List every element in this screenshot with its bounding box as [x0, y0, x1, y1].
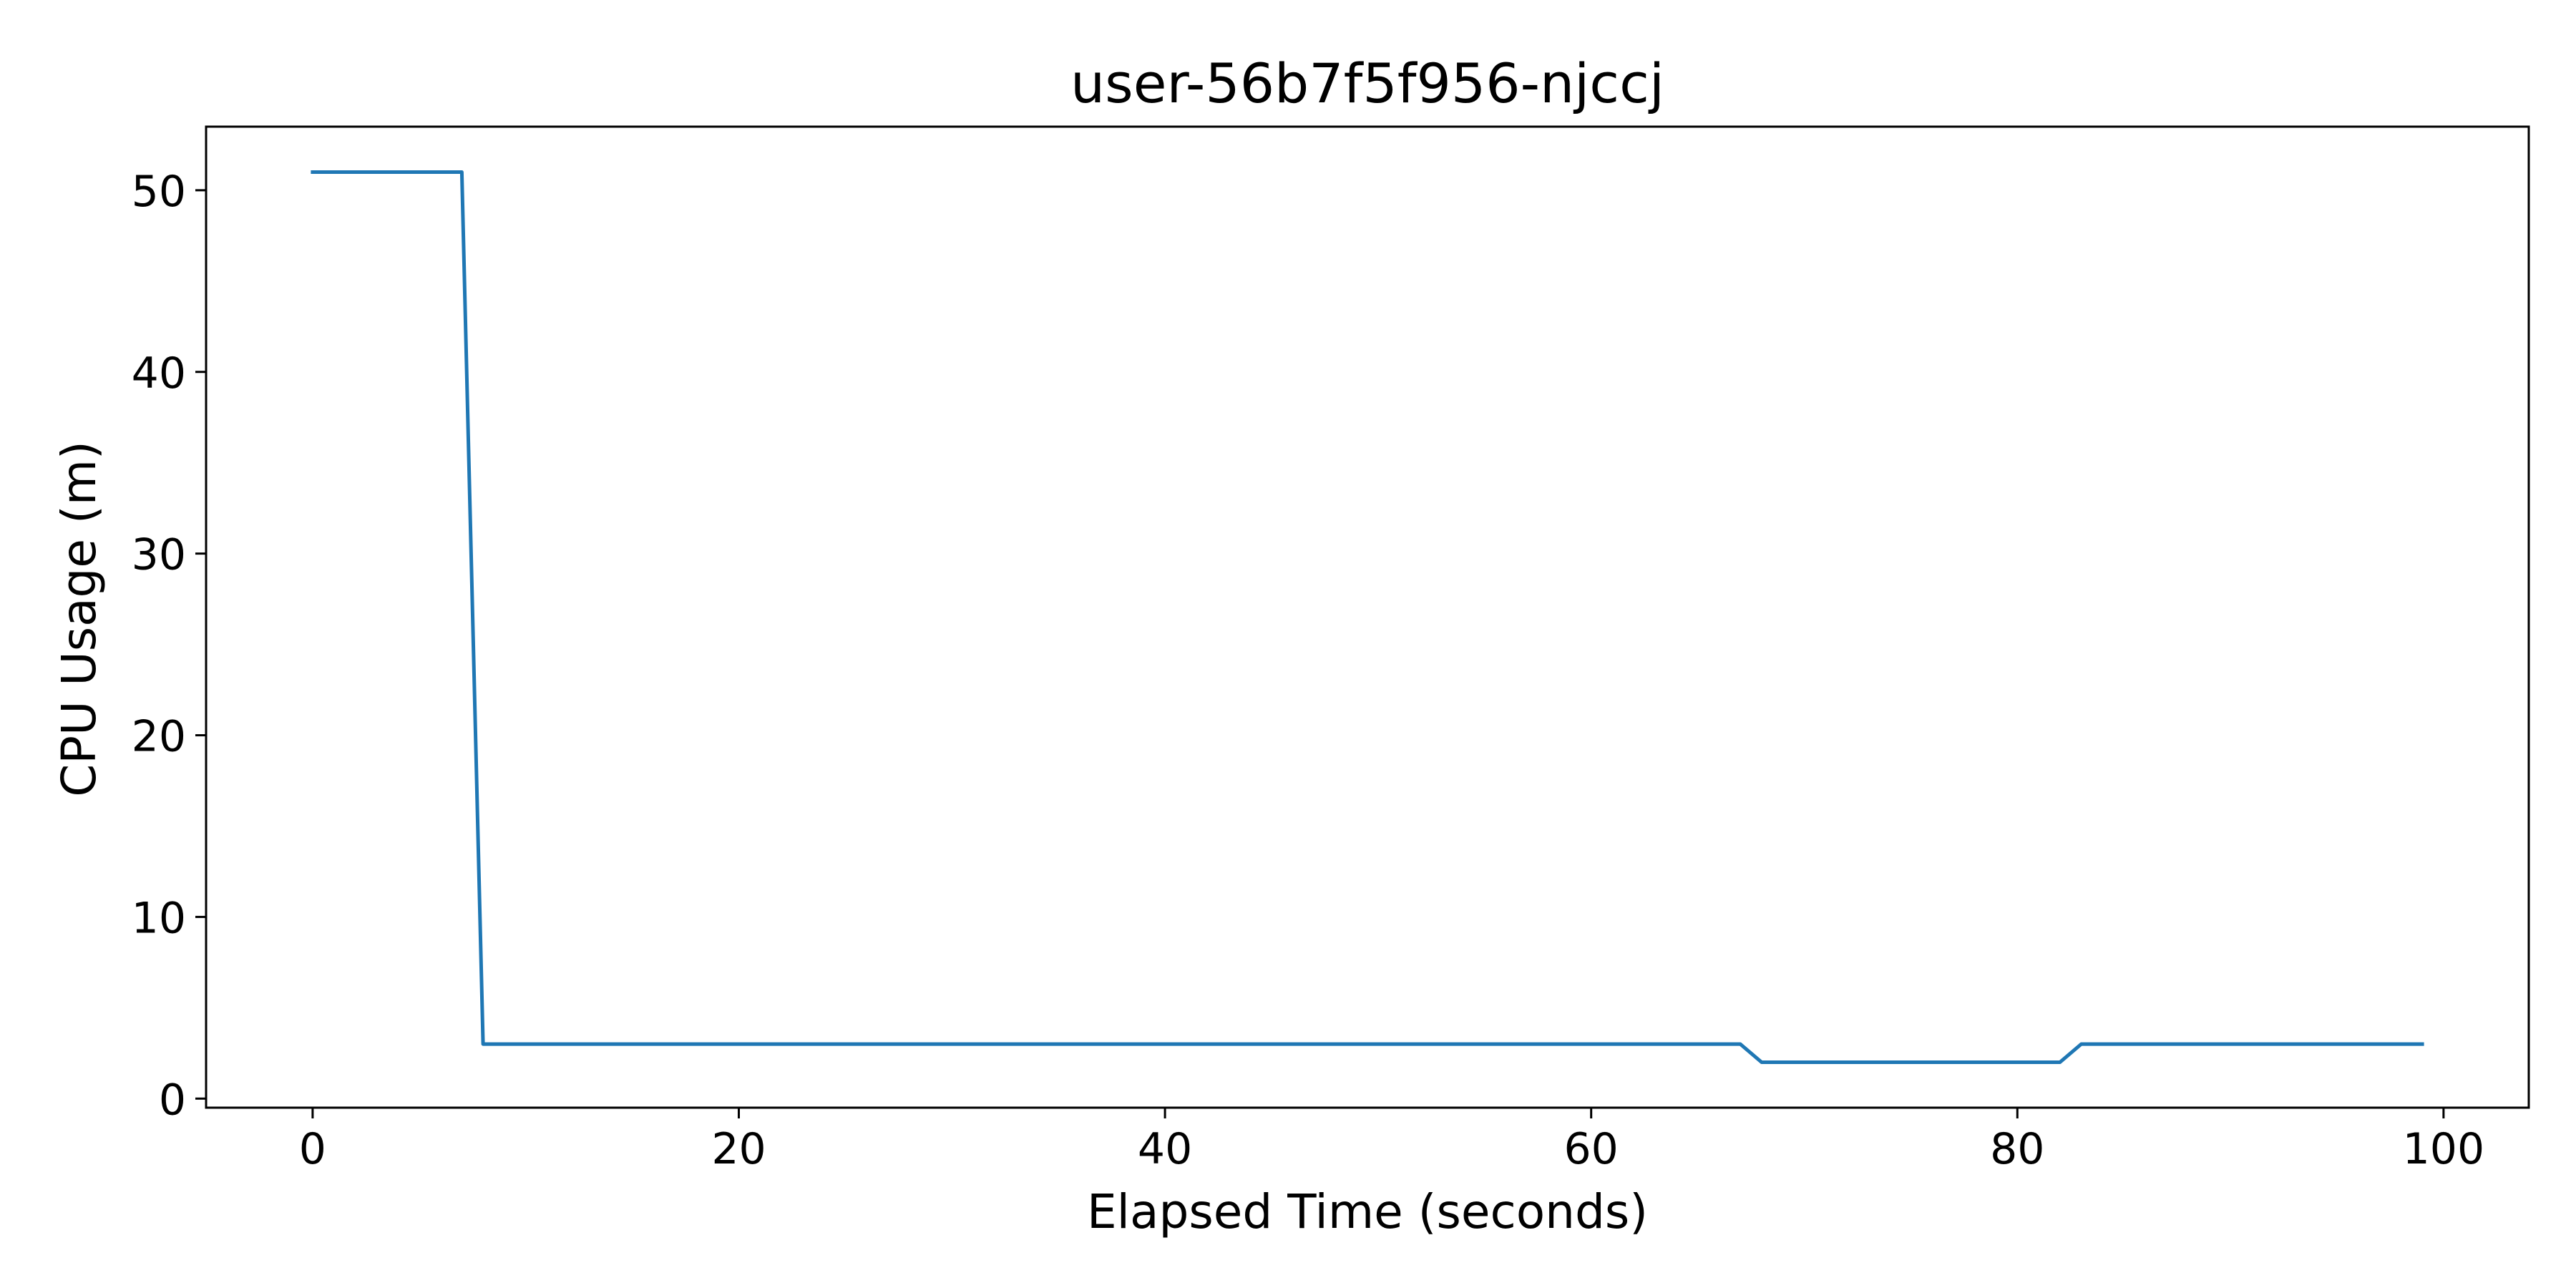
y-axis-label: CPU Usage (m)	[52, 441, 107, 797]
y-tick-label: 0	[159, 1075, 186, 1125]
plot-area	[205, 125, 2530, 1109]
x-tick-label: 80	[1990, 1124, 2044, 1174]
y-tick-label: 30	[132, 530, 186, 580]
x-axis-label: Elapsed Time (seconds)	[1087, 1184, 1648, 1239]
x-tick-label: 0	[299, 1124, 326, 1174]
x-tick-label: 40	[1138, 1124, 1192, 1174]
y-tick-label: 20	[132, 712, 186, 762]
x-tick-label: 60	[1564, 1124, 1619, 1174]
plot-frame	[205, 125, 2530, 1109]
y-tick-label: 50	[132, 167, 186, 217]
x-tick-label: 100	[2403, 1124, 2485, 1174]
x-axis-ticks: 0 20 40 60 80 100	[299, 1108, 2484, 1174]
chart-title: user-56b7f5f956-njccj	[1070, 52, 1664, 115]
y-tick-label: 40	[132, 348, 186, 399]
y-axis-ticks: 0 10 20 30 40 50	[132, 167, 206, 1125]
series-line-0	[311, 170, 2424, 1064]
y-tick-label: 10	[132, 893, 186, 943]
x-tick-label: 20	[711, 1124, 766, 1174]
